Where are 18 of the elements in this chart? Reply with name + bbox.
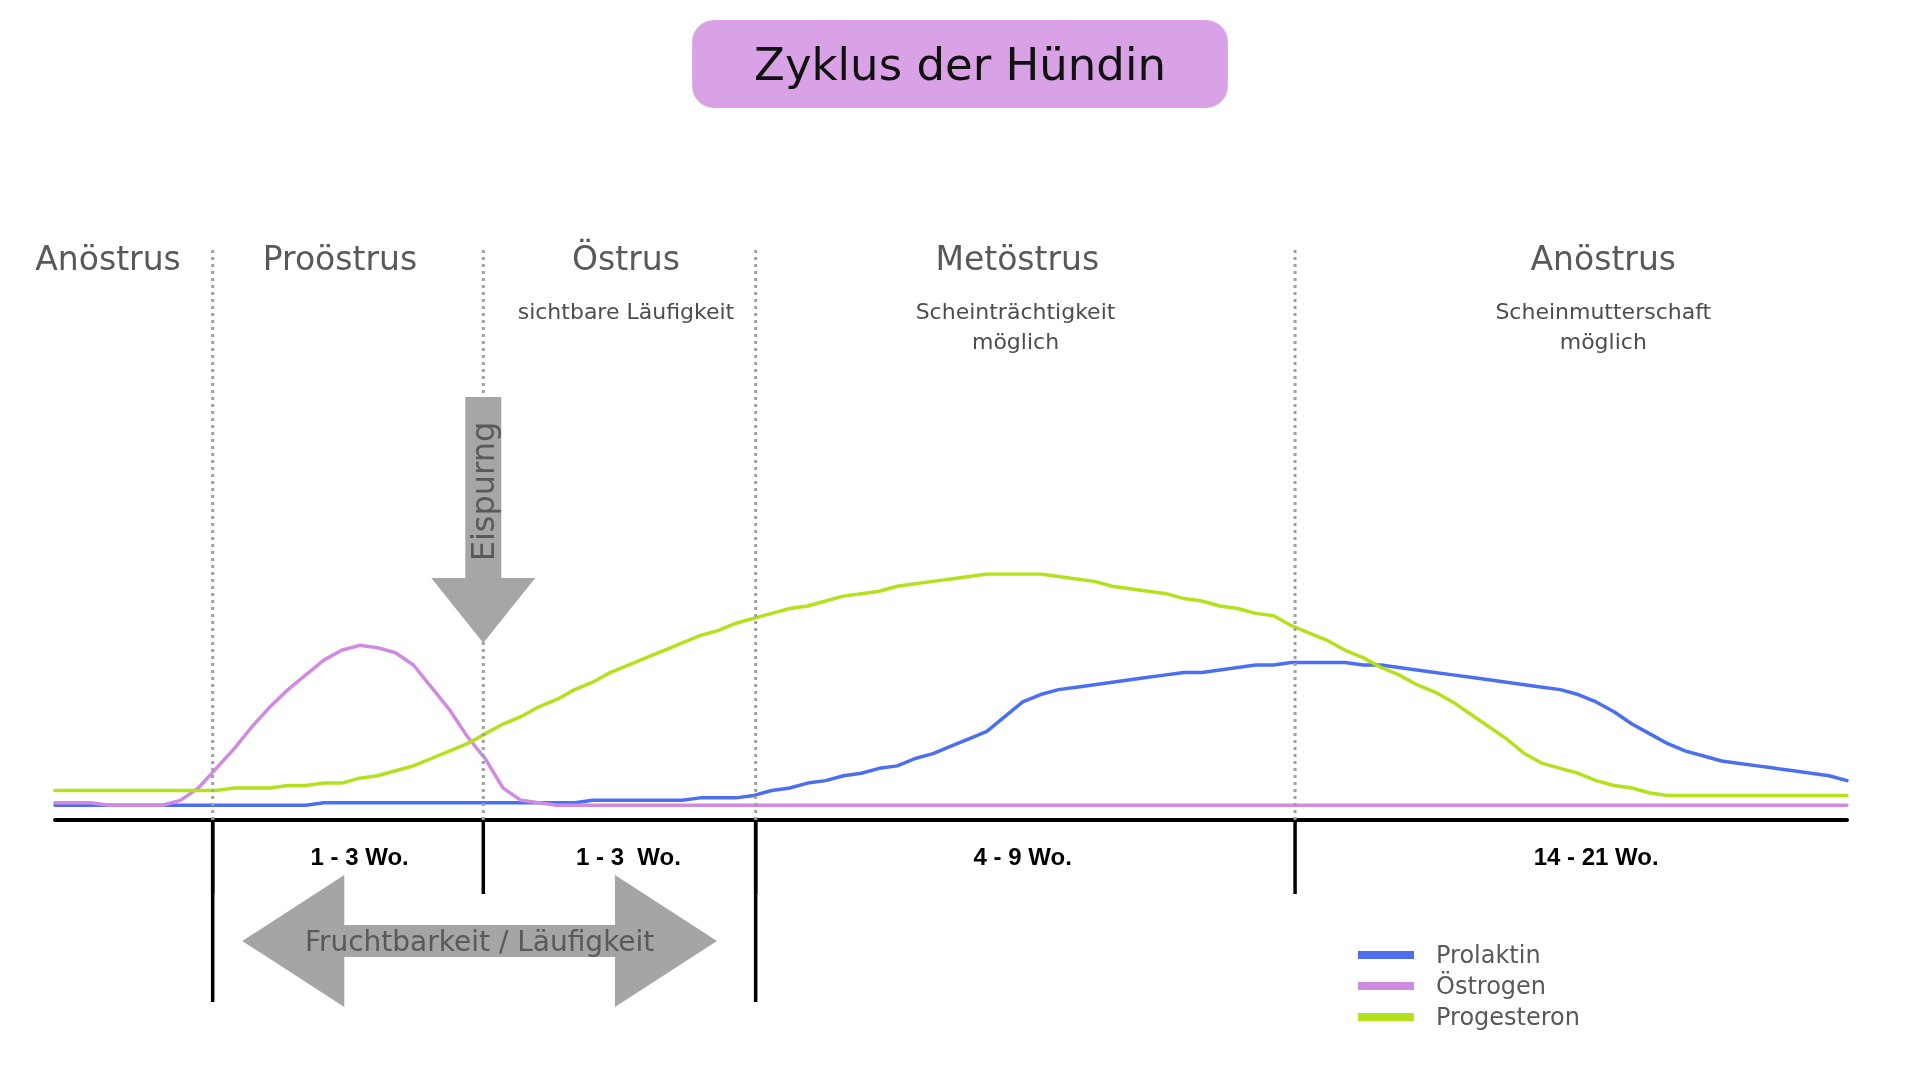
x-tick-label: 4 - 9 Wo. (973, 842, 1072, 870)
chart-title: Zyklus der Hündin (754, 37, 1166, 91)
text: Proöstrus (262, 238, 418, 278)
x-tick-label: 1 - 3 Wo. (575, 842, 681, 870)
text: Scheinmutterschaft möglich (1495, 298, 1712, 354)
text: Anöstrus (35, 238, 181, 278)
legend-label: Östrogen (1436, 971, 1547, 1000)
legend-label: Prolaktin (1436, 941, 1541, 969)
text: Scheinträchtigkeit möglich (915, 298, 1116, 354)
x-tick-label: 1 - 3 Wo. (310, 842, 409, 870)
legend-label: Progesteron (1436, 1003, 1581, 1031)
text: Eispurng (464, 421, 503, 562)
text: Fruchtbarkeit / Läufigkeit (304, 924, 655, 958)
text: Metöstrus (935, 238, 1100, 278)
x-tick-label: 14 - 21 Wo. (1533, 842, 1659, 870)
text: Östrus (572, 237, 680, 278)
text: sichtbare Läufigkeit (517, 298, 735, 324)
text: Anöstrus (1530, 238, 1677, 278)
